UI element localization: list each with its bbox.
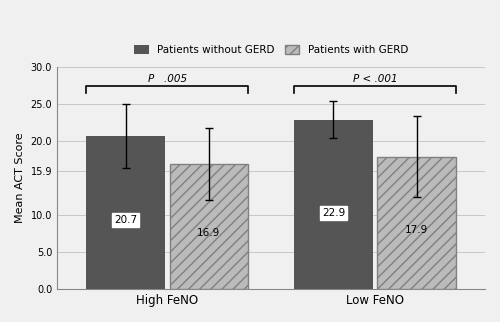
Text: 17.9: 17.9 — [405, 224, 428, 234]
Bar — [378, 156, 456, 289]
Bar — [294, 119, 372, 289]
Text: 16.9: 16.9 — [197, 228, 220, 238]
Text: P < .001: P < .001 — [352, 74, 398, 84]
Text: P   .005: P .005 — [148, 74, 186, 84]
Y-axis label: Mean ACT Score: Mean ACT Score — [15, 133, 25, 223]
Text: 20.7: 20.7 — [114, 215, 137, 225]
Legend: Patients without GERD, Patients with GERD: Patients without GERD, Patients with GER… — [130, 41, 412, 60]
Bar — [170, 164, 248, 289]
Text: 22.9: 22.9 — [322, 208, 345, 218]
Bar — [86, 136, 164, 289]
